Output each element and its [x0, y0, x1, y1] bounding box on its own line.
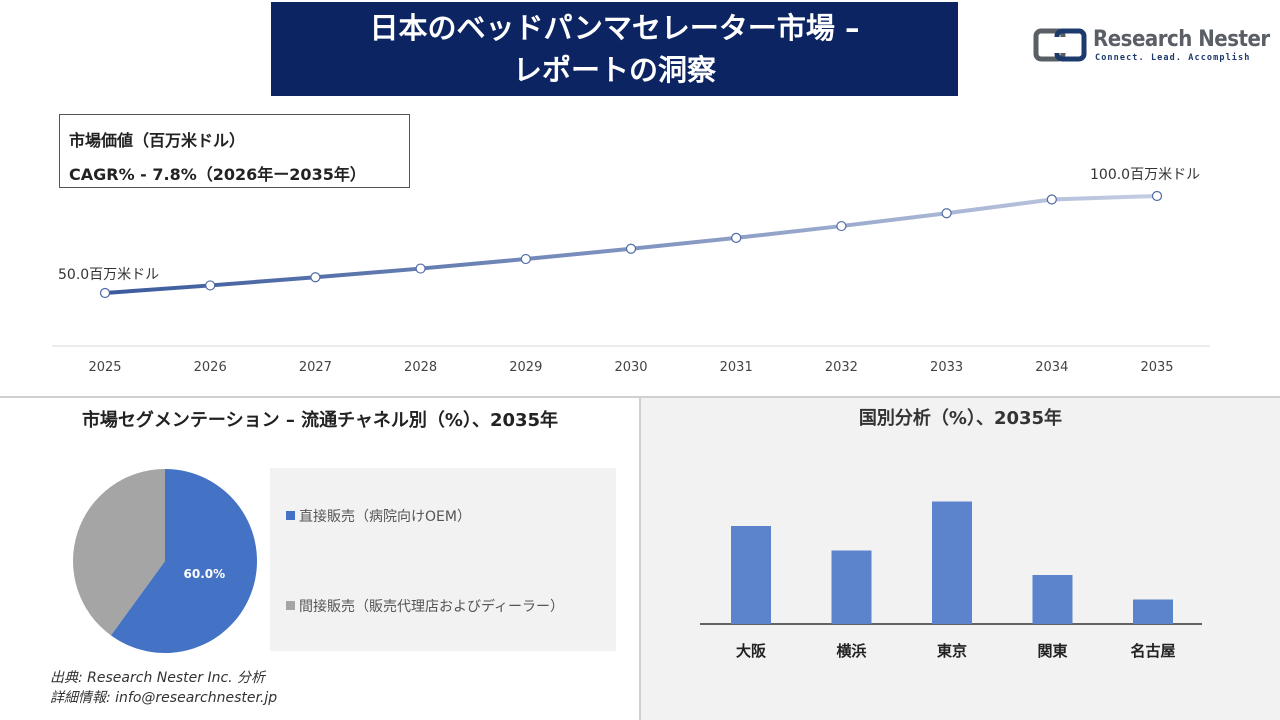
x-tick-label: 2033	[930, 360, 963, 375]
data-point	[1046, 194, 1057, 205]
logo-tagline: Connect. Lead. Accomplish	[1095, 53, 1251, 63]
data-point	[1151, 190, 1163, 202]
x-tick-label: 2034	[1035, 360, 1068, 375]
data-point	[310, 272, 321, 283]
x-tick-label: 2027	[299, 360, 332, 375]
country-bar-chart: 大阪 横浜 東京 関東 名古屋	[700, 501, 1202, 660]
data-point	[205, 280, 216, 291]
market-value-label: 市場価値（百万米ドル）	[69, 131, 246, 150]
segmentation-title-text: 市場セグメンテーション – 流通チャネル別（%）、2035年	[81, 410, 559, 431]
x-tick-label: 2025	[88, 360, 121, 375]
title-line-1: 日本のベッドパンマセレーター市場 –	[369, 11, 860, 45]
x-tick-label: 2035	[1140, 360, 1173, 375]
legend-label-direct: 直接販売（病院向けOEM）	[299, 509, 471, 525]
legend-item-indirect: 間接販売（販売代理店およびディーラー）	[286, 596, 564, 616]
data-point	[415, 263, 426, 274]
research-nester-logo: Research Nester Connect. Lead. Accomplis…	[1033, 27, 1270, 68]
bar-category-label: 名古屋	[1130, 642, 1175, 660]
pie-slice	[110, 469, 257, 653]
segmentation-title: 市場セグメンテーション – 流通チャネル別（%）、2035年	[40, 402, 600, 439]
source-line: 出典: Research Nester Inc. 分析	[50, 670, 266, 686]
vertical-divider	[639, 397, 641, 720]
data-point	[941, 208, 952, 219]
bar-category-label: 東京	[937, 642, 967, 660]
data-point	[836, 220, 847, 232]
data-point	[99, 287, 111, 299]
legend-swatch-direct	[286, 511, 295, 520]
bar-category-label: 横浜	[836, 642, 866, 660]
source-note: 出典: Research Nester Inc. 分析 詳細情報: info@r…	[50, 668, 277, 708]
report-title: 日本のベッドパンマセレーター市場 – レポートの洞察	[271, 2, 958, 96]
logo-name: Research Nester	[1093, 27, 1270, 52]
bar	[1032, 575, 1073, 624]
cagr-label: CAGR% - 7.8%（2026年ー2035年）	[69, 165, 366, 184]
pie-slice	[73, 469, 165, 636]
distribution-pie-chart: 60.0%	[73, 469, 257, 653]
data-point	[731, 232, 742, 244]
x-tick-label: 2028	[404, 360, 437, 375]
legend-item-direct: 直接販売（病院向けOEM）	[286, 506, 471, 526]
logo-mark-icon	[1033, 28, 1087, 62]
legend-swatch-indirect	[286, 601, 295, 610]
bar-category-label: 大阪	[736, 642, 767, 660]
x-tick-label: 2031	[720, 360, 753, 375]
bar	[932, 501, 972, 624]
x-tick-label: 2029	[509, 360, 542, 375]
pie-data-label: 60.0%	[184, 567, 226, 581]
bar	[831, 550, 872, 624]
data-point	[520, 253, 531, 265]
start-value-label: 50.0百万米ドル	[58, 267, 159, 283]
market-value-line-chart: 2025 2026 2027 2028 2029 2030 2031 2032 2033 2034…	[52, 167, 1210, 375]
end-value-label: 100.0百万米ドル	[1090, 167, 1200, 183]
title-line-2: レポートの洞察	[512, 53, 716, 87]
contact-line: 詳細情報: info@researchnester.jp	[50, 690, 278, 706]
x-tick-label: 2032	[825, 360, 858, 375]
data-point	[625, 243, 637, 254]
pie-legend: 直接販売（病院向けOEM） 間接販売（販売代理店およびディーラー）	[270, 468, 616, 651]
country-analysis-title: 国別分析（%）、2035年	[858, 408, 1063, 429]
legend-label-indirect: 間接販売（販売代理店およびディーラー）	[299, 599, 565, 615]
x-tick-label: 2030	[614, 360, 647, 375]
bar	[731, 526, 771, 624]
x-tick-label: 2026	[194, 360, 227, 375]
market-info-box: 市場価値（百万米ドル） CAGR% - 7.8%（2026年ー2035年）	[59, 114, 410, 188]
bar	[1133, 599, 1173, 624]
bar-category-label: 関東	[1037, 642, 1067, 660]
